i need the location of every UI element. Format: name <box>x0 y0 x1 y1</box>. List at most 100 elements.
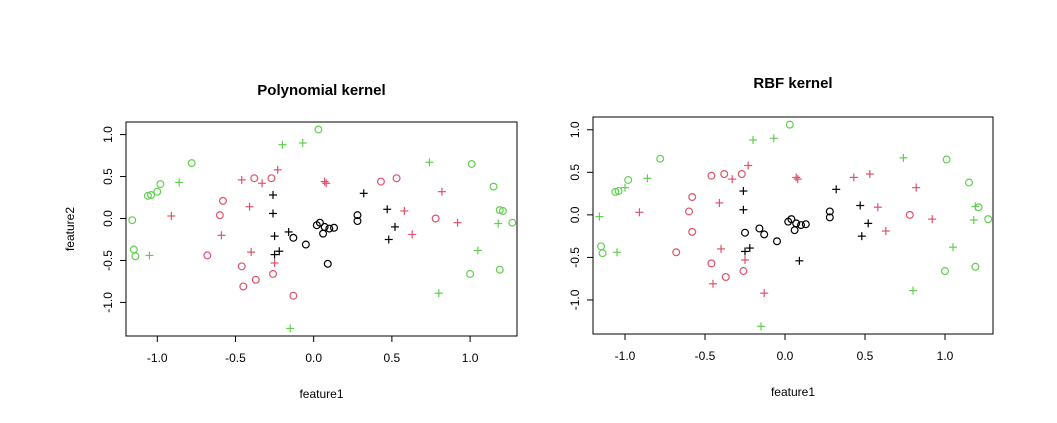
data-point-black-circle <box>825 207 834 216</box>
plot-frame <box>592 116 994 335</box>
y-tick-label: -0.5 <box>568 247 582 268</box>
data-point-red-plus <box>408 230 417 239</box>
data-point-green-circle <box>495 206 504 215</box>
data-point-black-plus <box>832 185 841 194</box>
x-tick-label: 0.5 <box>384 351 401 365</box>
data-point-green-plus <box>749 135 757 144</box>
data-point-red-plus <box>744 161 753 170</box>
data-point-black-circle <box>325 224 334 233</box>
data-point-green-plus <box>494 219 503 228</box>
x-tick-label: -1.0 <box>147 351 168 365</box>
data-point-red-plus <box>320 177 329 186</box>
data-point-black-circle <box>772 237 781 246</box>
data-point-red-circle <box>721 272 730 281</box>
data-point-red-plus <box>258 179 267 188</box>
data-point-green-plus <box>757 322 765 331</box>
data-point-green-plus <box>613 248 621 257</box>
data-point-black-plus <box>739 205 748 214</box>
data-point-red-plus <box>270 258 279 267</box>
data-point-green-circle <box>131 252 140 261</box>
data-point-red-plus <box>247 248 256 257</box>
data-point-red-plus <box>322 179 331 188</box>
data-point-red-circle <box>289 291 298 300</box>
data-point-red-circle <box>737 170 746 179</box>
data-point-red-circle <box>392 174 401 183</box>
data-point-black-plus <box>864 219 873 228</box>
data-point-black-plus <box>741 247 749 256</box>
data-point-red-circle <box>905 210 914 219</box>
data-point-red-circle <box>239 282 248 291</box>
data-point-red-circle <box>739 267 748 276</box>
data-point-black-circle <box>353 211 362 220</box>
data-point-red-plus <box>245 202 254 211</box>
data-point-red-plus <box>760 289 769 298</box>
x-axis-label: feature1 <box>771 385 815 399</box>
y-tick-label: -0.5 <box>101 250 115 271</box>
data-point-green-circle <box>964 178 973 187</box>
data-point-red-circle <box>707 259 716 268</box>
data-point-red-plus <box>273 165 282 174</box>
data-point-red-plus <box>217 231 226 240</box>
data-point-green-circle <box>624 175 633 184</box>
data-point-red-circle <box>215 211 224 220</box>
x-tick-label: -0.5 <box>225 351 246 365</box>
data-point-red-plus <box>167 211 176 220</box>
data-point-green-circle <box>508 218 517 227</box>
chart-polynomial-kernel: Polynomial kernel -1.0 -0.5 0.0 0.5 1.0 -1.0 -0… <box>63 82 518 401</box>
data-point-green-circle <box>156 180 165 189</box>
data-point-green-circle <box>129 245 138 254</box>
data-point-red-circle <box>688 192 697 201</box>
data-point-green-circle <box>971 262 980 271</box>
y-axis-label: feature2 <box>63 207 77 251</box>
data-point-red-circle <box>250 174 259 183</box>
data-point-red-plus <box>453 218 462 227</box>
plot-frame <box>125 121 518 337</box>
data-point-black-plus <box>391 222 400 231</box>
data-point-green-plus <box>769 134 778 143</box>
data-point-black-plus <box>275 247 284 256</box>
data-point-black-plus <box>269 209 278 218</box>
data-point-green-circle <box>785 120 794 129</box>
data-point-green-circle <box>467 159 476 168</box>
data-point-black-circle <box>796 221 805 230</box>
chart-title: RBF kernel <box>753 75 832 92</box>
data-point-red-plus <box>792 173 801 182</box>
y-tick-label: -1.0 <box>568 289 582 310</box>
data-point-green-plus <box>969 215 978 224</box>
data-point-green-plus <box>278 140 287 149</box>
data-point-green-circle <box>187 159 196 168</box>
y-tick-label: 0.0 <box>568 206 582 223</box>
x-tick-label: -0.5 <box>695 349 716 363</box>
x-tick-label: 0.0 <box>305 351 322 365</box>
data-point-red-circle <box>251 275 260 284</box>
data-point-black-plus <box>857 232 866 241</box>
x-tick-label: -1.0 <box>615 349 636 363</box>
data-point-black-plus <box>384 235 393 244</box>
data-point-green-circle <box>614 187 623 196</box>
data-point-green-circle <box>974 203 983 212</box>
data-point-black-circle <box>740 228 749 237</box>
data-point-green-circle <box>984 215 993 224</box>
data-point-red-plus <box>928 215 937 224</box>
data-point-green-circle <box>498 206 507 215</box>
data-point-red-plus <box>881 227 890 236</box>
data-point-black-plus <box>269 191 278 200</box>
data-point-black-plus <box>745 244 754 253</box>
data-point-black-plus <box>359 189 368 198</box>
data-point-green-circle <box>143 191 152 200</box>
data-point-red-circle <box>672 248 681 257</box>
data-point-green-plus <box>595 212 604 221</box>
data-point-green-plus <box>434 289 443 298</box>
data-point-red-plus <box>715 198 724 207</box>
data-point-green-plus <box>145 251 154 260</box>
data-point-red-circle <box>720 170 729 179</box>
y-tick-label: 0.0 <box>101 210 115 227</box>
data-point-red-plus <box>849 173 858 182</box>
data-point-green-plus <box>643 174 652 183</box>
data-point-black-plus <box>383 205 392 214</box>
data-point-black-plus <box>284 227 293 236</box>
data-point-red-plus <box>741 255 749 264</box>
y-tick-label: -1.0 <box>101 292 115 313</box>
data-point-green-plus <box>899 153 908 162</box>
